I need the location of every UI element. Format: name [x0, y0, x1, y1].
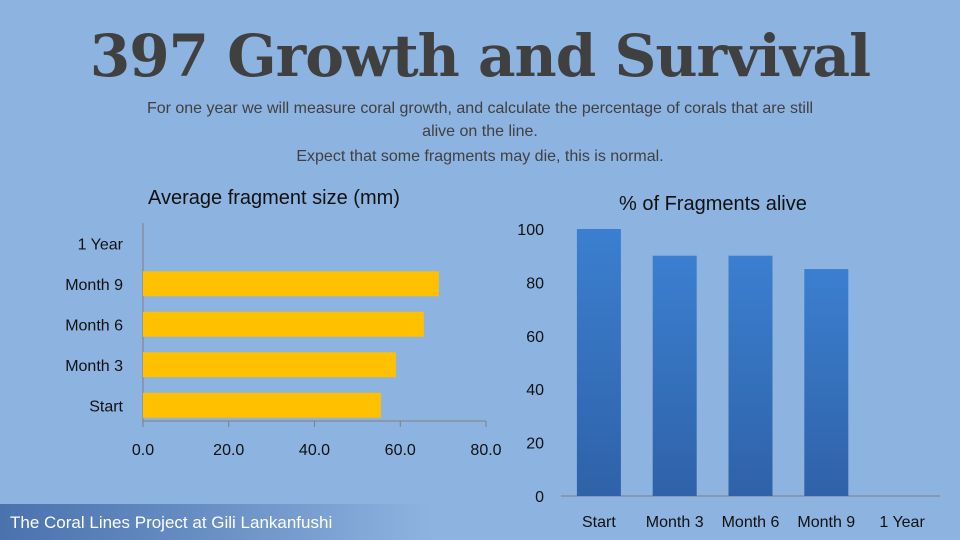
alive-bar	[804, 269, 849, 496]
alive-y-tick-label: 40	[526, 382, 544, 399]
alive-category-label: Start	[582, 514, 616, 531]
footer-banner: The Coral Lines Project at Gili Lankanfu…	[0, 504, 430, 540]
alive-category-label: Month 6	[722, 514, 780, 531]
size-x-tick-label: 40.0	[299, 442, 330, 459]
size-category-label: Start	[89, 398, 123, 415]
slide-note: Expect that some fragments may die, this…	[296, 148, 664, 165]
size-bar	[143, 271, 439, 297]
alive-chart-title: % of Fragments alive	[619, 193, 807, 215]
size-bar	[143, 352, 396, 378]
size-x-tick-label: 20.0	[213, 442, 244, 459]
alive-y-tick-label: 20	[526, 436, 544, 453]
size-x-tick-label: 80.0	[470, 442, 501, 459]
size-bar-chart: 0.0 20.0 40.0 60.0 80.0 Start Month 3 Month 6 Mo…	[65, 223, 502, 459]
alive-category-label: Month 3	[646, 514, 704, 531]
alive-category-label: 1 Year	[879, 514, 925, 531]
footer-text: The Coral Lines Project at Gili Lankanfu…	[10, 513, 333, 532]
size-bar	[143, 392, 381, 418]
alive-y-tick-label: 100	[517, 222, 544, 239]
alive-y-tick-label: 80	[526, 275, 544, 292]
slide-title: 397 Growth and Survival	[89, 22, 871, 90]
size-category-label: 1 Year	[78, 236, 124, 253]
alive-bar	[652, 255, 697, 496]
alive-y-tick-label: 60	[526, 329, 544, 346]
size-category-label: Month 6	[65, 317, 123, 334]
size-category-label: Month 3	[65, 358, 123, 375]
size-chart-title: Average fragment size (mm)	[148, 187, 400, 209]
alive-category-label: Month 9	[797, 514, 855, 531]
size-x-tick-label: 0.0	[132, 442, 154, 459]
alive-bar-chart: 0 20 40 60 80 100 Start Month 3 Month 6 Month 9 1 …	[517, 222, 940, 531]
size-bar	[143, 311, 424, 337]
alive-bar	[576, 229, 621, 496]
size-category-label: Month 9	[65, 277, 123, 294]
slide-subtitle: For one year we will measure coral growt…	[146, 100, 814, 140]
alive-y-tick-label: 0	[535, 489, 544, 506]
size-x-tick-label: 60.0	[385, 442, 416, 459]
alive-bar	[728, 255, 773, 496]
